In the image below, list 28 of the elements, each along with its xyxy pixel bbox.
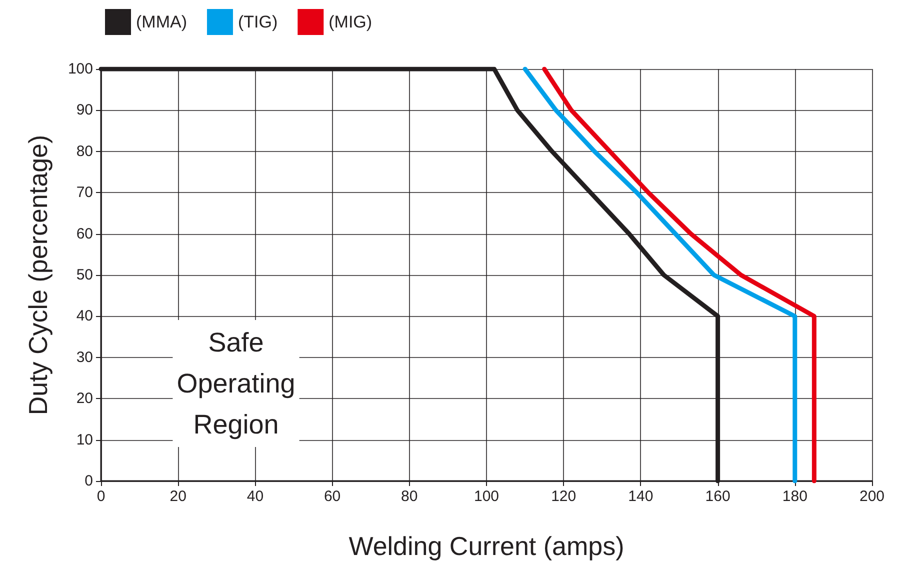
y-tick-label: 70 [76,184,93,202]
y-tick-label: 50 [76,266,93,284]
legend-label: (TIG) [238,12,278,32]
x-tick-label: 100 [474,488,500,505]
y-tick-label: 10 [76,431,93,448]
annotation: Safe Operating Region [176,328,296,440]
y-tick-label: 40 [76,308,93,325]
x-tick-label: 0 [96,488,106,505]
y-tick-label: 100 [68,60,93,78]
x-tick-label: 40 [246,488,264,505]
y-axis-title: Duty Cycle (percentage) [23,134,53,416]
x-axis-title: Welding Current (amps) [348,531,624,561]
x-tick-label: 200 [859,488,885,505]
x-tick-label: 180 [782,488,808,505]
x-tick-label: 20 [170,488,186,505]
x-tick-label: 140 [628,488,654,505]
y-tick-label: 30 [76,348,93,366]
x-tick-label: 60 [324,488,341,505]
x-tick-label: 160 [705,488,730,505]
x-tick-label: 120 [551,488,576,505]
legend-label: (MIG) [328,12,372,32]
y-tick-label: 90 [76,102,93,119]
y-tick-label: 60 [76,225,93,242]
y-tick-label: 0 [84,472,93,490]
legend-label: (MMA) [136,12,187,32]
x-tick-label: 80 [401,488,418,505]
y-tick-label: 80 [76,142,93,160]
y-tick-label: 20 [76,390,93,408]
